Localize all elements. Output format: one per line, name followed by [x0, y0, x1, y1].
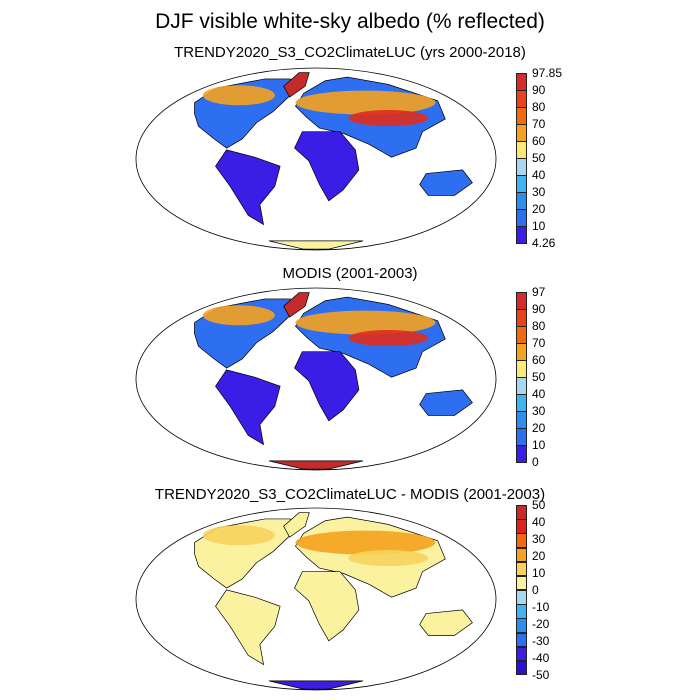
australia-region	[419, 169, 473, 196]
colorbar-swatch	[516, 445, 527, 463]
colorbar-tick-label: 50	[532, 151, 546, 165]
high-albedo-patch	[202, 305, 275, 326]
map-body	[135, 507, 497, 691]
colorbar-tick-label: 60	[532, 134, 546, 148]
colorbar-swatch	[516, 533, 527, 548]
colorbar-tick-label: -40	[532, 651, 550, 665]
africa-region	[294, 351, 360, 422]
panel-title-modis: MODIS (2001-2003)	[282, 265, 418, 282]
globe-outline	[135, 287, 497, 471]
colorbar-tick-label: 40	[532, 515, 546, 529]
antarctica-region	[268, 460, 364, 470]
colorbar-tick-label: -20	[532, 617, 550, 631]
colorbar-tick-label: 10	[532, 219, 546, 233]
colorbar-tick-label: 4.26	[532, 236, 556, 250]
colorbar-tick-label: -30	[532, 634, 550, 648]
africa-region	[294, 131, 360, 202]
colorbar-tick-label: 40	[532, 387, 546, 401]
greenland-region	[283, 292, 310, 318]
colorbar-tick-label: 10	[532, 438, 546, 452]
colorbar-tick-label: 30	[532, 532, 546, 546]
high-albedo-patch	[295, 90, 436, 115]
colorbar-swatch	[516, 590, 527, 605]
southAmerica-region	[215, 589, 281, 666]
high-albedo-patch	[295, 530, 436, 555]
high-albedo-patch	[295, 310, 436, 335]
colorbar-tick-label: -50	[532, 668, 550, 682]
colorbar-tick-label: 0	[532, 583, 539, 597]
colorbar-tick-label: 50	[532, 370, 546, 384]
high-albedo-patch	[202, 525, 275, 546]
antarctica-region	[268, 680, 364, 690]
high-albedo-patch	[348, 110, 429, 127]
high-albedo-patch	[202, 85, 275, 106]
figure-title: DJF visible white-sky albedo (% reflecte…	[155, 10, 545, 33]
colorbar-tick-label: 97	[532, 285, 546, 299]
colorbar-swatch	[516, 226, 527, 244]
colorbar-tick-label: 20	[532, 202, 546, 216]
southAmerica-region	[215, 369, 281, 446]
colorbar-tick-label: 50	[532, 498, 546, 512]
colorbar-tick-label: 97.85	[532, 66, 563, 80]
colorbar-swatch	[516, 505, 527, 520]
panel-title-trendy: TRENDY2020_S3_CO2ClimateLUC (yrs 2000-20…	[174, 44, 526, 61]
colorbar-tick-label: 90	[532, 83, 546, 97]
colorbar-tick-label: 0	[532, 455, 539, 469]
map-body	[135, 287, 497, 471]
colorbar-tick-label: 70	[532, 336, 546, 350]
map-land-layer	[194, 292, 473, 470]
colorbar-tick-label: 90	[532, 302, 546, 316]
colorbar-tick-label: 20	[532, 549, 546, 563]
colorbar-tick-label: 40	[532, 168, 546, 182]
colorbar-swatch	[516, 561, 527, 577]
africa-region	[294, 571, 360, 642]
colorbar-swatch	[516, 632, 527, 648]
colorbar-tick-label: 30	[532, 185, 546, 199]
greenland-region	[283, 72, 310, 98]
colorbar-swatch	[516, 547, 527, 563]
southAmerica-region	[215, 149, 281, 226]
map-body	[135, 67, 497, 251]
colorbar-tick-label: 20	[532, 421, 546, 435]
panel-title-diff: TRENDY2020_S3_CO2ClimateLUC - MODIS (200…	[154, 486, 546, 503]
australia-region	[419, 389, 473, 416]
colorbar-swatch	[516, 575, 527, 591]
colorbar-tick-label: 10	[532, 566, 546, 580]
high-albedo-patch	[348, 550, 429, 567]
high-albedo-patch	[348, 330, 429, 347]
colorbar-swatch	[516, 519, 527, 534]
colorbar-swatch	[516, 604, 527, 619]
globe-outline	[135, 67, 497, 251]
colorbar-swatch	[516, 646, 527, 662]
map-land-layer	[194, 512, 473, 690]
antarctica-region	[268, 240, 364, 250]
australia-region	[419, 609, 473, 636]
colorbar-tick-label: 60	[532, 353, 546, 367]
map-land-layer	[194, 72, 473, 250]
colorbar-tick-label: 80	[532, 100, 546, 114]
colorbar-swatch	[516, 618, 527, 633]
greenland-region	[283, 512, 310, 538]
globe-outline	[135, 507, 497, 691]
colorbar-tick-label: 80	[532, 319, 546, 333]
colorbar-tick-label: 30	[532, 404, 546, 418]
colorbar-tick-label: -10	[532, 600, 550, 614]
colorbar-tick-label: 70	[532, 117, 546, 131]
colorbar-swatch	[516, 660, 527, 676]
